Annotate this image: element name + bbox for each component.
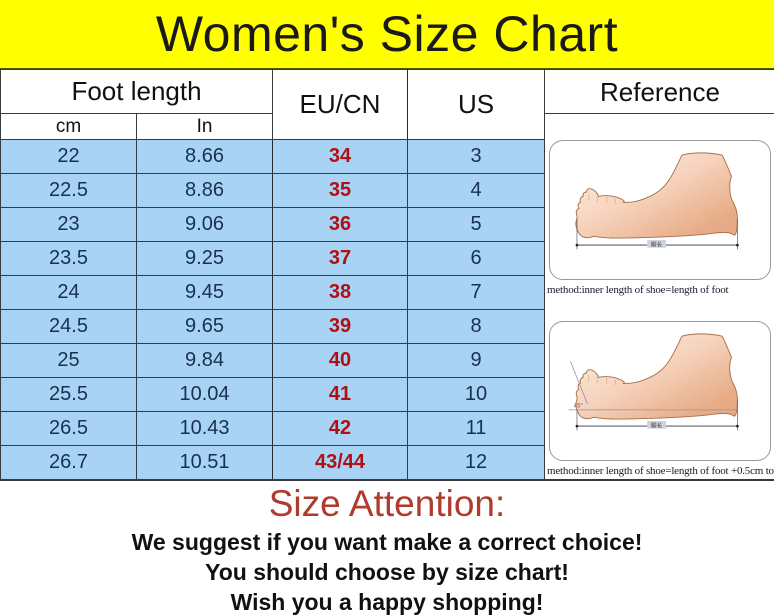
svg-text:脚长: 脚长 bbox=[651, 240, 663, 248]
svg-text:45°: 45° bbox=[574, 403, 584, 409]
svg-text:脚长: 脚长 bbox=[651, 421, 663, 429]
